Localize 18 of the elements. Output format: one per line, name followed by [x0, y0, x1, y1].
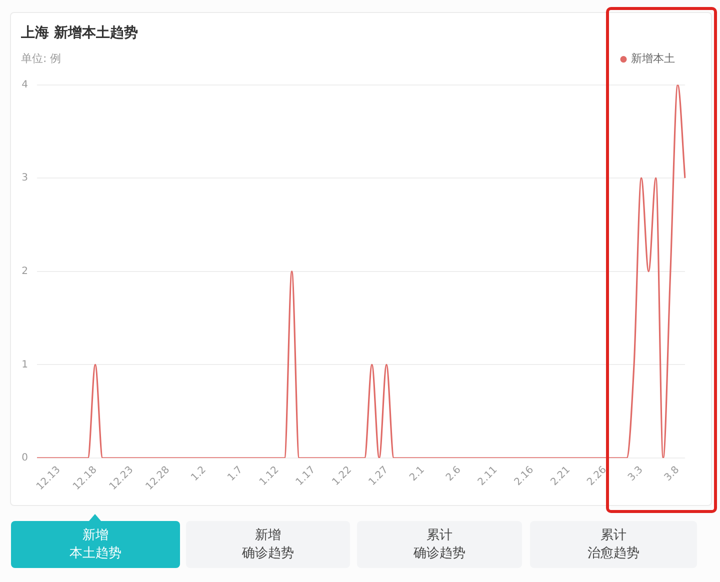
- legend-label: 新增本土: [631, 52, 675, 66]
- y-tick-label: 0: [22, 452, 28, 464]
- y-axis-title: 单位: 例: [21, 52, 62, 66]
- x-tick-label: 3.3: [626, 464, 646, 484]
- tab-button[interactable]: 累计 治愈趋势: [530, 521, 697, 568]
- x-tick-label: 2.6: [444, 464, 464, 484]
- y-tick-label: 2: [22, 266, 28, 277]
- line-series: [36, 84, 686, 458]
- tab-button[interactable]: 累计 确诊趋势: [357, 521, 522, 568]
- x-tick-label: 3.8: [662, 464, 682, 484]
- chart-title: 上海 新增本土趋势: [20, 24, 138, 42]
- x-tick-label: 2.1: [408, 464, 427, 484]
- x-tick-label: 1.7: [226, 464, 245, 484]
- y-tick-label: 4: [22, 79, 28, 90]
- y-tick-label: 3: [22, 172, 28, 184]
- tab-button[interactable]: 新增 确诊趋势: [186, 521, 350, 568]
- y-tick-label: 1: [22, 359, 28, 370]
- x-tick-label: 1.2: [189, 464, 208, 484]
